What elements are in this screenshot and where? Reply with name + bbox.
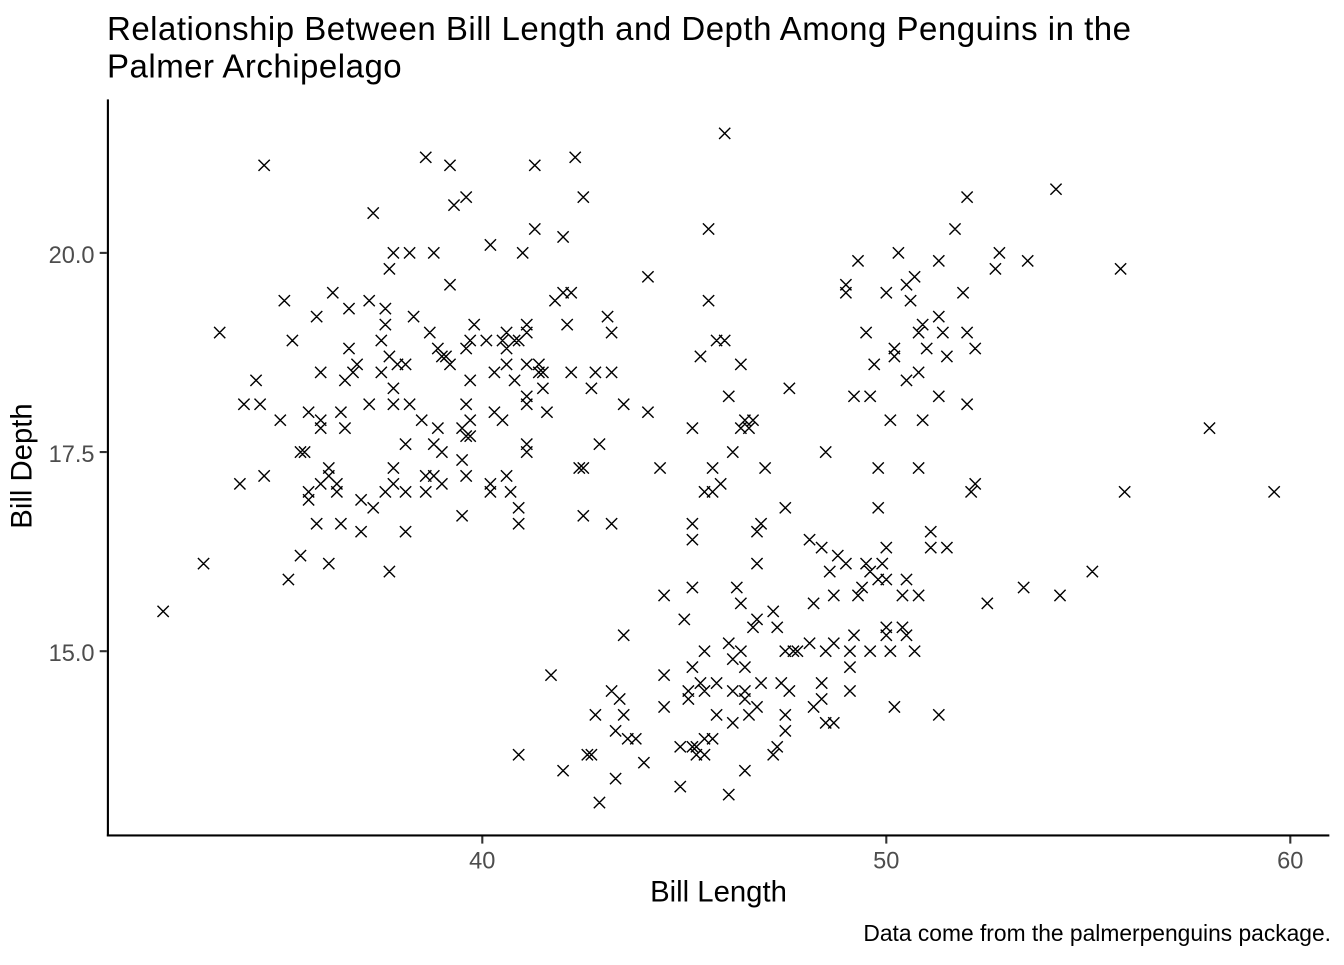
svg-text:40: 40 [469,849,495,875]
svg-text:20.0: 20.0 [49,243,95,269]
svg-text:60: 60 [1277,849,1303,875]
svg-text:Data come from the palmerpengu: Data come from the palmerpenguins packag… [863,920,1331,946]
svg-text:17.5: 17.5 [49,442,95,468]
svg-text:Bill Depth: Bill Depth [5,403,38,528]
svg-text:50: 50 [873,849,899,875]
svg-text:15.0: 15.0 [49,641,95,667]
svg-text:Palmer Archipelago: Palmer Archipelago [107,48,402,85]
svg-text:Bill Length: Bill Length [650,876,787,909]
svg-text:Relationship Between Bill Leng: Relationship Between Bill Length and Dep… [107,10,1132,47]
